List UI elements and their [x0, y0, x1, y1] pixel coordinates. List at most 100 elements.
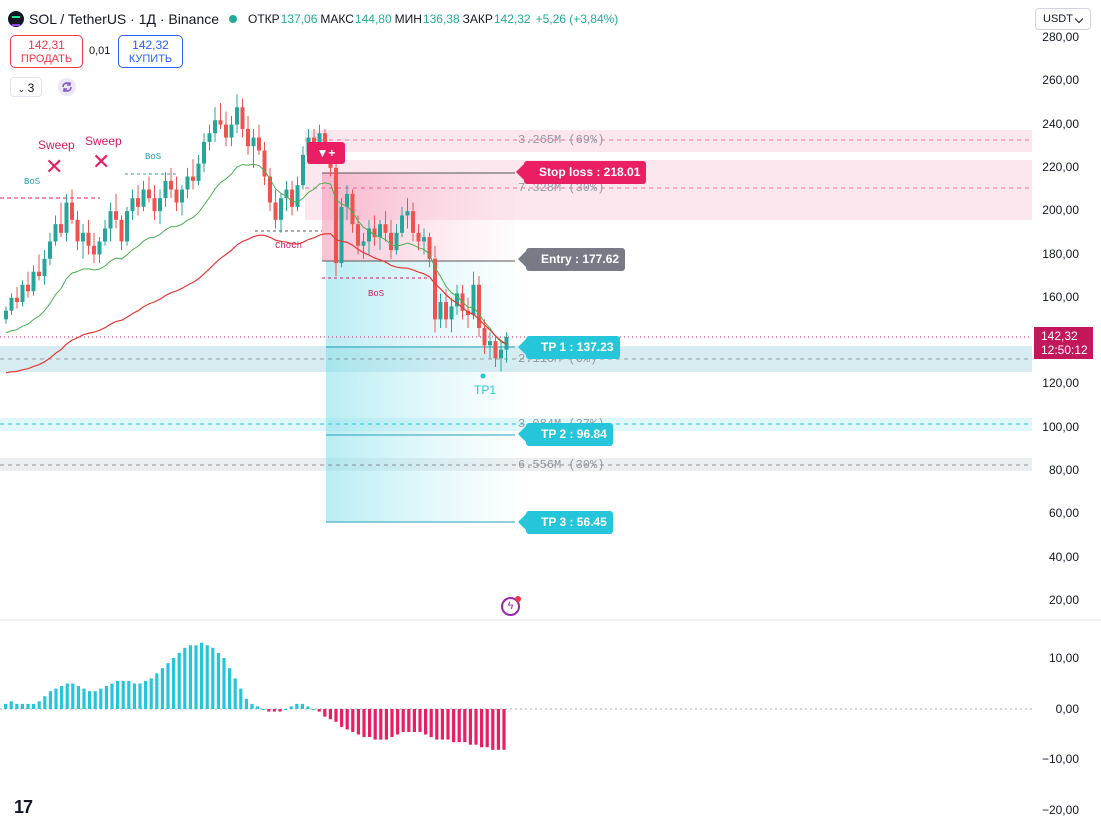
candle-body	[119, 219, 124, 242]
oscillator-bar	[60, 686, 64, 709]
oscillator-bar	[356, 709, 360, 735]
candle-body	[279, 198, 283, 220]
oscillator-bar	[418, 709, 422, 732]
oscillator-bar	[284, 709, 288, 710]
candle-body	[64, 202, 69, 233]
oscillator-bar	[116, 680, 120, 709]
oscillator-bar	[65, 683, 69, 709]
oscillator-bar	[99, 688, 103, 709]
oscillator-bar	[384, 709, 388, 740]
currency-select[interactable]: USDT	[1035, 8, 1091, 30]
add-order-button[interactable]: ▼+	[307, 142, 345, 164]
candle-body	[224, 124, 228, 138]
tp3-tag[interactable]: TP 3 : 56.45	[518, 511, 613, 534]
oscillator-bar	[267, 709, 271, 712]
price-axis-label: 160,00	[1042, 289, 1079, 304]
oscillator-bar	[166, 663, 170, 709]
candle-body	[108, 211, 113, 229]
oscillator-bar	[295, 703, 299, 709]
candle-body	[86, 232, 91, 246]
indicator-count: 3	[27, 81, 35, 95]
price-axis-label: 60,00	[1048, 506, 1079, 521]
oscillator-bar	[256, 706, 260, 709]
candle-body	[455, 293, 459, 307]
price-axis-label: 180,00	[1042, 246, 1079, 261]
choch-label: ChoCh	[275, 241, 303, 251]
countdown-timer: 12:50:12	[1041, 343, 1088, 357]
stop-loss-tag[interactable]: Stop loss : 218.01	[515, 161, 647, 184]
candle-body	[411, 211, 415, 233]
candle-body	[488, 341, 492, 346]
alert-flash-icon[interactable]: ϟ	[501, 596, 521, 616]
oscillator-bar	[429, 709, 433, 738]
open-value: 137,06	[280, 12, 318, 26]
oscillator-bar	[104, 686, 108, 709]
price-axis-label: 100,00	[1042, 419, 1079, 434]
oscillator-bar	[138, 683, 142, 709]
oscillator-bar	[261, 709, 265, 710]
oscillator-bar	[323, 709, 327, 717]
oscillator-bar	[4, 703, 8, 709]
oscillator-bar	[412, 709, 416, 732]
oscillator-bar	[110, 683, 114, 709]
candle-body	[229, 124, 234, 138]
sync-icon[interactable]	[58, 78, 76, 96]
entry-tag[interactable]: Entry : 177.62	[517, 248, 626, 271]
sell-button[interactable]: 142,31 ПРОДАТЬ	[10, 35, 83, 68]
price-axis-label: 260,00	[1042, 73, 1079, 88]
tp2-tag[interactable]: TP 2 : 96.84	[518, 423, 613, 446]
oscillator-bar	[188, 645, 192, 709]
candle-body	[416, 232, 421, 242]
candle-body	[158, 198, 162, 212]
buy-button[interactable]: 142,32 КУПИТЬ	[118, 35, 183, 68]
candle-body	[345, 193, 349, 207]
indicators-toggle[interactable]: ⌄ 3	[10, 77, 42, 97]
candle-body	[9, 297, 14, 311]
candle-body	[290, 189, 294, 207]
oscillator-bar	[289, 706, 293, 709]
candle-body	[174, 189, 179, 203]
oscillator-bar	[396, 709, 400, 735]
candle-body	[26, 284, 30, 292]
oscillator-bar	[127, 680, 131, 709]
oscillator-bar	[474, 709, 478, 745]
sweep-x-icon: ✕	[92, 149, 111, 174]
high-label: МАКС	[320, 12, 354, 26]
market-status-icon	[229, 15, 238, 23]
oscillator-bar	[362, 709, 366, 738]
candle-body	[81, 232, 85, 242]
oscillator-axis-label: −10,00	[1041, 752, 1079, 767]
price-axis-label: 200,00	[1042, 203, 1079, 218]
price-axis-label: 20,00	[1048, 592, 1079, 607]
candle-body	[339, 206, 344, 264]
ema-fast-line	[5, 163, 507, 345]
oscillator-bar	[424, 709, 428, 735]
candle-body	[103, 228, 107, 242]
candle-body	[422, 237, 426, 242]
candle-body	[334, 167, 338, 264]
oscillator-bar	[71, 683, 75, 709]
oscillator-bar	[32, 703, 36, 709]
close-value: 142,32	[493, 12, 531, 26]
oscillator-bar	[300, 703, 304, 709]
candle-body	[317, 133, 322, 151]
candle-body	[180, 189, 184, 203]
sol-logo-icon	[8, 11, 24, 27]
oscillator-bar	[345, 709, 349, 730]
candle-body	[449, 306, 454, 320]
oscillator-bar	[401, 709, 405, 732]
candle-body	[147, 189, 151, 199]
oscillator-bar	[9, 701, 13, 709]
candle-body	[433, 258, 437, 320]
sell-label: ПРОДАТЬ	[20, 53, 73, 65]
oscillator-axis-label: 0,00	[1055, 701, 1079, 716]
tp1-tag[interactable]: TP 1 : 137.23	[518, 336, 620, 359]
oscillator-bar	[132, 683, 136, 709]
candle-body	[37, 271, 41, 277]
oscillator-bar	[463, 709, 467, 743]
symbol-title[interactable]: SOL / TetherUS · 1Д · Binance	[29, 11, 220, 27]
sweep-label: Sweep	[38, 138, 75, 152]
oscillator-bar	[390, 709, 394, 738]
